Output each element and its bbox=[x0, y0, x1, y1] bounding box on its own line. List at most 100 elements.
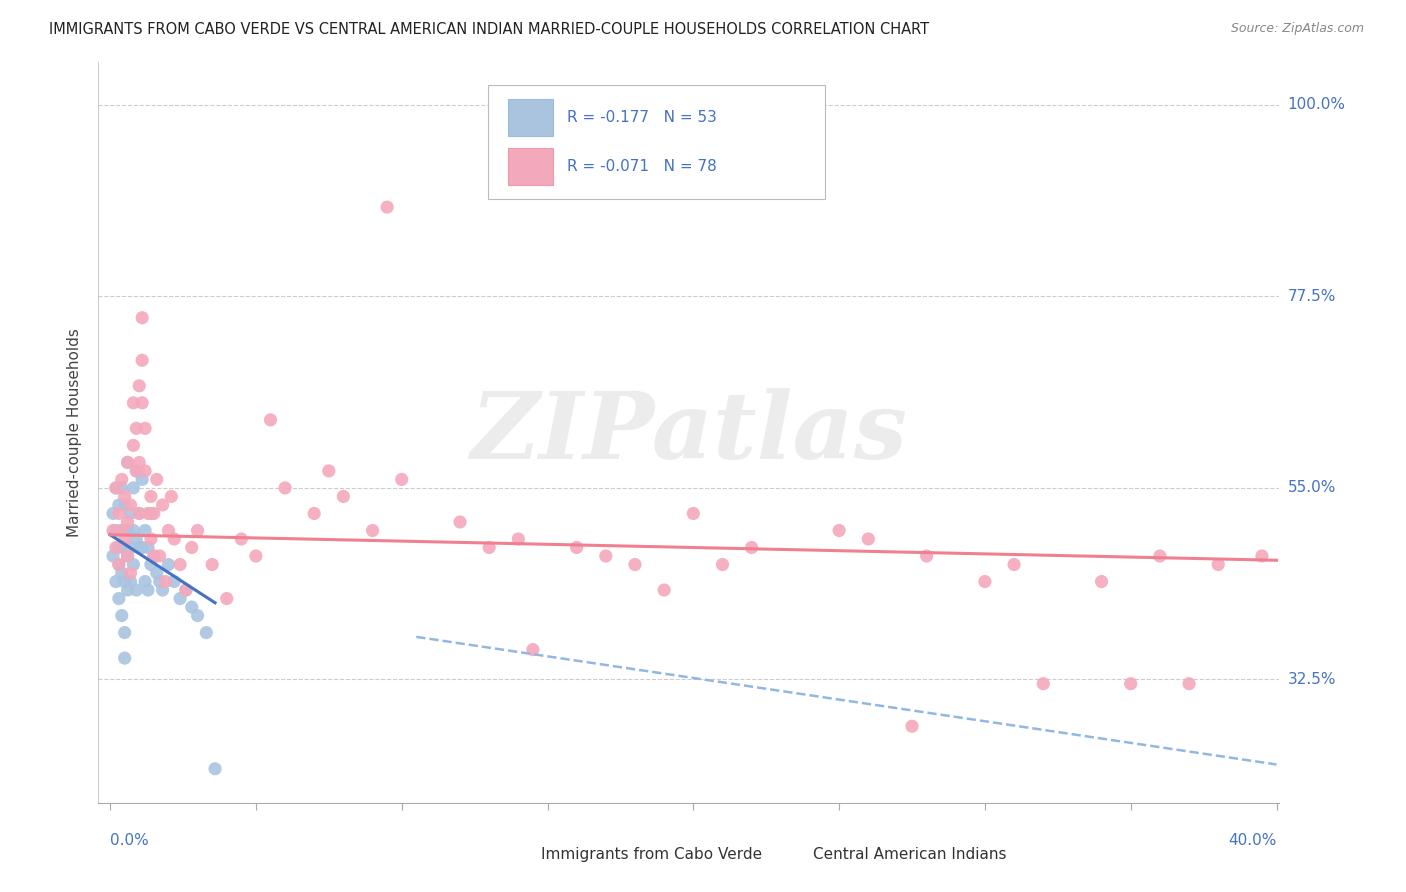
Point bbox=[1149, 549, 1171, 563]
Point bbox=[157, 524, 180, 538]
Point bbox=[652, 582, 675, 597]
Point bbox=[120, 566, 142, 580]
Point bbox=[201, 558, 224, 572]
Point bbox=[122, 481, 145, 495]
Point bbox=[111, 566, 134, 580]
Point bbox=[120, 507, 142, 521]
Point bbox=[139, 532, 162, 546]
Point bbox=[128, 379, 150, 393]
Point bbox=[149, 574, 172, 589]
Point bbox=[145, 566, 167, 580]
Point bbox=[901, 719, 924, 733]
Point bbox=[974, 574, 997, 589]
Point bbox=[120, 541, 142, 555]
Point bbox=[134, 464, 156, 478]
Point bbox=[111, 524, 134, 538]
Text: R = -0.177   N = 53: R = -0.177 N = 53 bbox=[567, 111, 717, 126]
Point bbox=[117, 524, 139, 538]
Point bbox=[624, 558, 647, 572]
Point bbox=[157, 558, 180, 572]
Point bbox=[478, 541, 501, 555]
Point bbox=[122, 438, 145, 452]
FancyBboxPatch shape bbox=[508, 99, 553, 136]
Point bbox=[108, 507, 131, 521]
Point bbox=[114, 532, 136, 546]
Point bbox=[114, 490, 136, 504]
Point bbox=[152, 582, 174, 597]
Point bbox=[508, 532, 530, 546]
Text: 100.0%: 100.0% bbox=[1288, 97, 1346, 112]
Point bbox=[101, 524, 124, 538]
Point bbox=[136, 582, 159, 597]
Point bbox=[187, 608, 209, 623]
Point bbox=[160, 490, 183, 504]
Point bbox=[682, 507, 704, 521]
Point bbox=[128, 507, 150, 521]
Point bbox=[108, 558, 131, 572]
Point bbox=[169, 558, 191, 572]
Point bbox=[104, 524, 127, 538]
Text: Source: ZipAtlas.com: Source: ZipAtlas.com bbox=[1230, 22, 1364, 36]
Point bbox=[245, 549, 267, 563]
Point bbox=[139, 507, 162, 521]
Point bbox=[104, 574, 127, 589]
Point bbox=[180, 541, 202, 555]
Point bbox=[128, 507, 150, 521]
Point bbox=[1251, 549, 1274, 563]
Point bbox=[142, 507, 165, 521]
Point bbox=[122, 558, 145, 572]
Point bbox=[114, 541, 136, 555]
Point bbox=[108, 591, 131, 606]
Point bbox=[131, 472, 153, 486]
Point bbox=[145, 472, 167, 486]
Point bbox=[361, 524, 384, 538]
Point bbox=[169, 591, 191, 606]
Point bbox=[125, 421, 148, 435]
Point bbox=[111, 472, 134, 486]
Point bbox=[131, 353, 153, 368]
Point bbox=[449, 515, 471, 529]
Point bbox=[565, 541, 588, 555]
Point bbox=[104, 481, 127, 495]
Point bbox=[117, 515, 139, 529]
Text: 32.5%: 32.5% bbox=[1288, 672, 1336, 687]
Point bbox=[111, 524, 134, 538]
Point bbox=[108, 558, 131, 572]
Point bbox=[231, 532, 253, 546]
Point bbox=[139, 558, 162, 572]
Point bbox=[195, 625, 218, 640]
Point bbox=[375, 200, 398, 214]
Point bbox=[711, 558, 734, 572]
Point bbox=[163, 532, 186, 546]
FancyBboxPatch shape bbox=[492, 840, 527, 870]
Point bbox=[391, 472, 413, 486]
Point bbox=[125, 464, 148, 478]
Point bbox=[114, 574, 136, 589]
Point bbox=[111, 481, 134, 495]
Point bbox=[858, 532, 880, 546]
Point bbox=[125, 582, 148, 597]
Point bbox=[104, 481, 127, 495]
Point bbox=[274, 481, 297, 495]
Point bbox=[117, 582, 139, 597]
Text: 40.0%: 40.0% bbox=[1229, 833, 1277, 848]
FancyBboxPatch shape bbox=[508, 147, 553, 185]
Text: 55.0%: 55.0% bbox=[1288, 481, 1336, 495]
Point bbox=[741, 541, 763, 555]
Point bbox=[1002, 558, 1025, 572]
FancyBboxPatch shape bbox=[763, 840, 799, 870]
Point bbox=[915, 549, 938, 563]
Point bbox=[134, 421, 156, 435]
Point bbox=[1178, 676, 1201, 690]
Point bbox=[114, 625, 136, 640]
Point bbox=[117, 549, 139, 563]
Point bbox=[187, 524, 209, 538]
Point bbox=[125, 464, 148, 478]
Point bbox=[101, 507, 124, 521]
Point bbox=[114, 651, 136, 665]
Y-axis label: Married-couple Households: Married-couple Households bbox=[67, 328, 83, 537]
Point bbox=[180, 600, 202, 615]
Point bbox=[125, 532, 148, 546]
Point bbox=[128, 455, 150, 469]
Point bbox=[332, 490, 354, 504]
